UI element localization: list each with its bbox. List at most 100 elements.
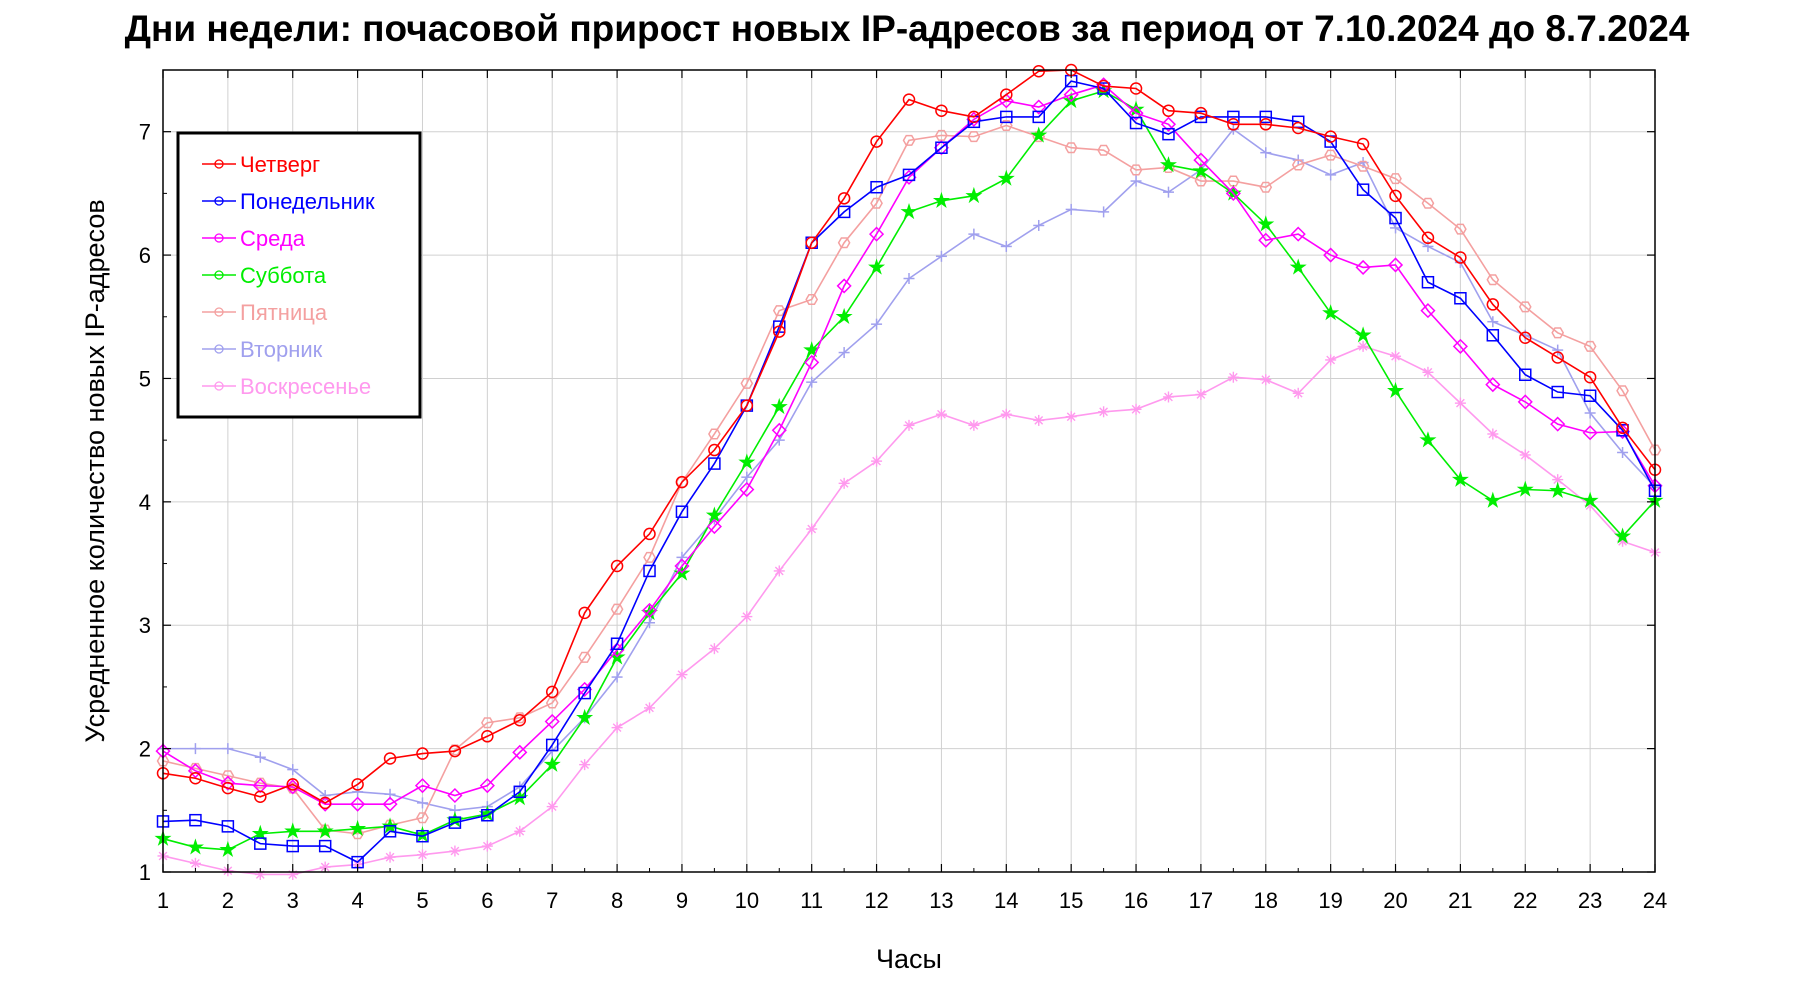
legend-item: Суббота [202, 263, 327, 288]
data-point [1551, 351, 1564, 364]
data-point [1551, 327, 1565, 339]
data-point [252, 778, 268, 794]
data-point [1484, 491, 1502, 508]
data-point [1289, 258, 1307, 275]
y-tick-label: 5 [139, 366, 151, 391]
data-point [676, 551, 688, 563]
data-point [1389, 189, 1402, 203]
data-point [740, 399, 754, 412]
data-point [1160, 116, 1177, 132]
data-point [318, 796, 332, 810]
data-point [1583, 389, 1597, 402]
legend-marker [214, 270, 224, 280]
data-point [1615, 423, 1631, 440]
data-point [1517, 394, 1533, 410]
data-point [902, 134, 916, 146]
legend-label: Четверг [240, 152, 320, 177]
legend-marker [214, 196, 224, 206]
chart-title: Дни недели: почасовой прирост новых IP-а… [124, 8, 1690, 49]
data-point [644, 617, 656, 629]
data-point [545, 685, 559, 699]
data-point [611, 722, 623, 734]
data-point [1098, 406, 1110, 418]
data-point [384, 851, 396, 863]
data-point [706, 518, 722, 535]
data-point [1130, 403, 1142, 415]
data-point [1550, 416, 1566, 432]
data-point [1454, 397, 1466, 409]
data-point [610, 559, 624, 573]
legend-label: Вторник [240, 337, 323, 362]
data-point [966, 111, 982, 127]
data-point [1451, 470, 1469, 487]
data-point [1195, 389, 1207, 401]
data-point [935, 141, 948, 154]
data-point [1162, 391, 1174, 403]
data-point [837, 237, 851, 249]
data-point [610, 603, 624, 615]
data-point [1032, 110, 1045, 124]
data-point [1033, 414, 1045, 426]
data-point [1421, 231, 1435, 245]
data-point [935, 250, 947, 262]
data-point [1257, 215, 1275, 232]
data-point [156, 755, 170, 767]
data-point [1065, 411, 1077, 423]
data-point [1485, 377, 1501, 393]
data-point [739, 481, 755, 498]
data-point [287, 764, 299, 776]
y-tick-label: 3 [139, 613, 151, 638]
data-point [189, 813, 202, 827]
data-point [1390, 350, 1402, 362]
x-tick-label: 11 [800, 888, 823, 913]
data-point [1162, 186, 1174, 198]
data-point [1260, 147, 1272, 159]
data-point [643, 564, 656, 578]
data-point [1323, 247, 1339, 263]
data-point [902, 168, 916, 182]
x-tick-label: 6 [481, 888, 493, 913]
data-point [448, 816, 462, 829]
data-point [836, 278, 852, 294]
data-point [641, 603, 659, 621]
legend-label: Пятница [240, 300, 328, 325]
data-point [254, 837, 267, 850]
data-point [738, 453, 756, 470]
data-point [383, 825, 397, 838]
x-tick-label: 23 [1578, 888, 1602, 913]
data-point [1292, 387, 1304, 399]
data-point [708, 428, 721, 440]
x-tick-label: 12 [864, 888, 888, 913]
x-tick-label: 20 [1383, 888, 1407, 913]
data-point [317, 796, 333, 812]
data-point [576, 708, 594, 726]
data-point [1193, 152, 1209, 168]
data-point [1127, 100, 1145, 117]
data-point [644, 702, 656, 714]
data-point [741, 611, 753, 623]
data-point [512, 744, 528, 760]
data-point [1325, 354, 1337, 366]
x-tick-label: 18 [1254, 888, 1278, 913]
data-point [676, 669, 688, 681]
series-layer [154, 63, 1664, 880]
x-tick-label: 1 [157, 888, 169, 913]
data-point [708, 457, 721, 470]
legend-item: Пятница [202, 300, 328, 325]
legend-marker [214, 344, 224, 354]
data-point [903, 419, 915, 431]
data-point [481, 840, 493, 852]
data-point [935, 104, 948, 117]
data-point [1098, 206, 1110, 218]
data-point [319, 861, 331, 873]
data-point [1324, 130, 1337, 143]
data-point [1033, 219, 1045, 231]
data-point [316, 822, 334, 839]
data-point [1419, 431, 1437, 448]
legend-marker [214, 307, 224, 317]
data-point [1030, 126, 1048, 143]
data-point [1549, 481, 1567, 498]
data-point [838, 477, 850, 489]
data-point [1227, 371, 1239, 383]
data-point [999, 120, 1013, 132]
